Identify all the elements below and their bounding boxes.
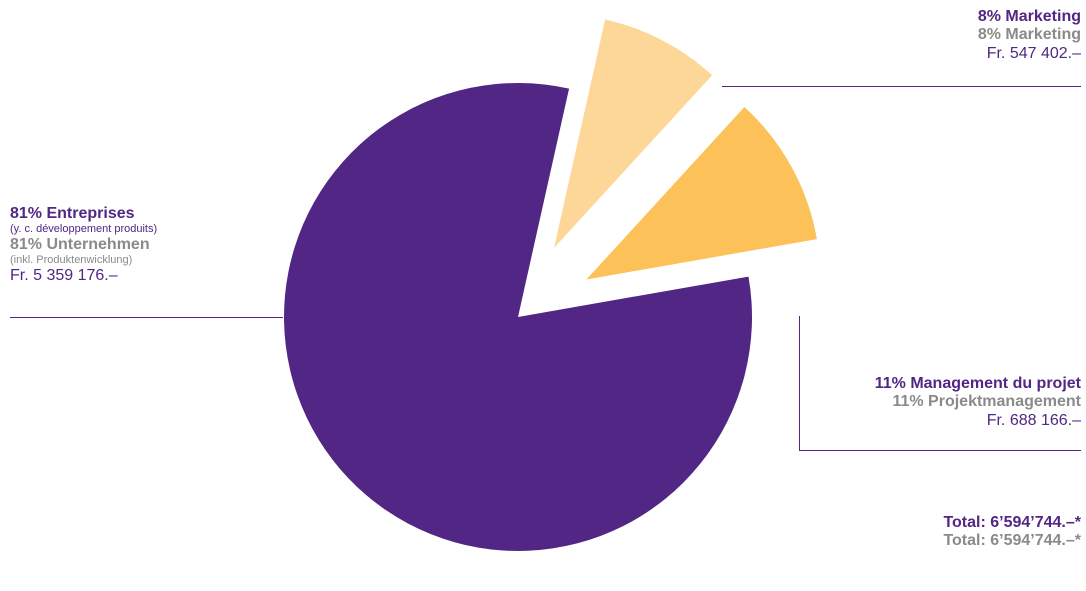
label-management-de: 11% Projektmanagement: [892, 393, 1081, 411]
label-management-fr: 11% Management du projet: [874, 375, 1081, 392]
pie-slice-management: [586, 106, 817, 280]
pie-slice-marketing: [554, 19, 713, 248]
leader-line-marketing: [722, 86, 1081, 87]
label-management-amount: Fr. 688 166.–: [986, 411, 1081, 429]
label-marketing-de: 8% Marketing: [977, 26, 1081, 44]
label-marketing: 8% Marketing 8% Marketing Fr. 547 402.–: [978, 8, 1081, 63]
total-label: Total: 6’594’744.–* Total: 6’594’744.–*: [943, 514, 1081, 551]
total-fr: Total: 6’594’744.–*: [943, 514, 1081, 531]
label-entreprises: 81% Entreprises (y. c. développement pro…: [10, 205, 157, 285]
label-entreprises-fr-sub: (y. c. développement produits): [10, 223, 158, 236]
label-marketing-fr: 8% Marketing: [977, 8, 1081, 25]
pie-slice-entreprises: [284, 83, 752, 551]
label-marketing-amount: Fr. 547 402.–: [986, 44, 1081, 62]
total-de: Total: 6’594’744.–*: [943, 532, 1081, 550]
label-entreprises-amount: Fr. 5 359 176.–: [10, 267, 118, 285]
label-management: 11% Management du projet 11% Projektmana…: [875, 375, 1081, 430]
leader-line-management-vertical: [799, 316, 800, 451]
leader-line-entreprises: [10, 317, 283, 318]
label-entreprises-de: 81% Unternehmen: [10, 236, 150, 254]
leader-line-management: [799, 450, 1081, 451]
label-entreprises-de-sub: (inkl. Produktenwicklung): [10, 254, 133, 267]
label-entreprises-fr: 81% Entreprises: [10, 205, 135, 222]
